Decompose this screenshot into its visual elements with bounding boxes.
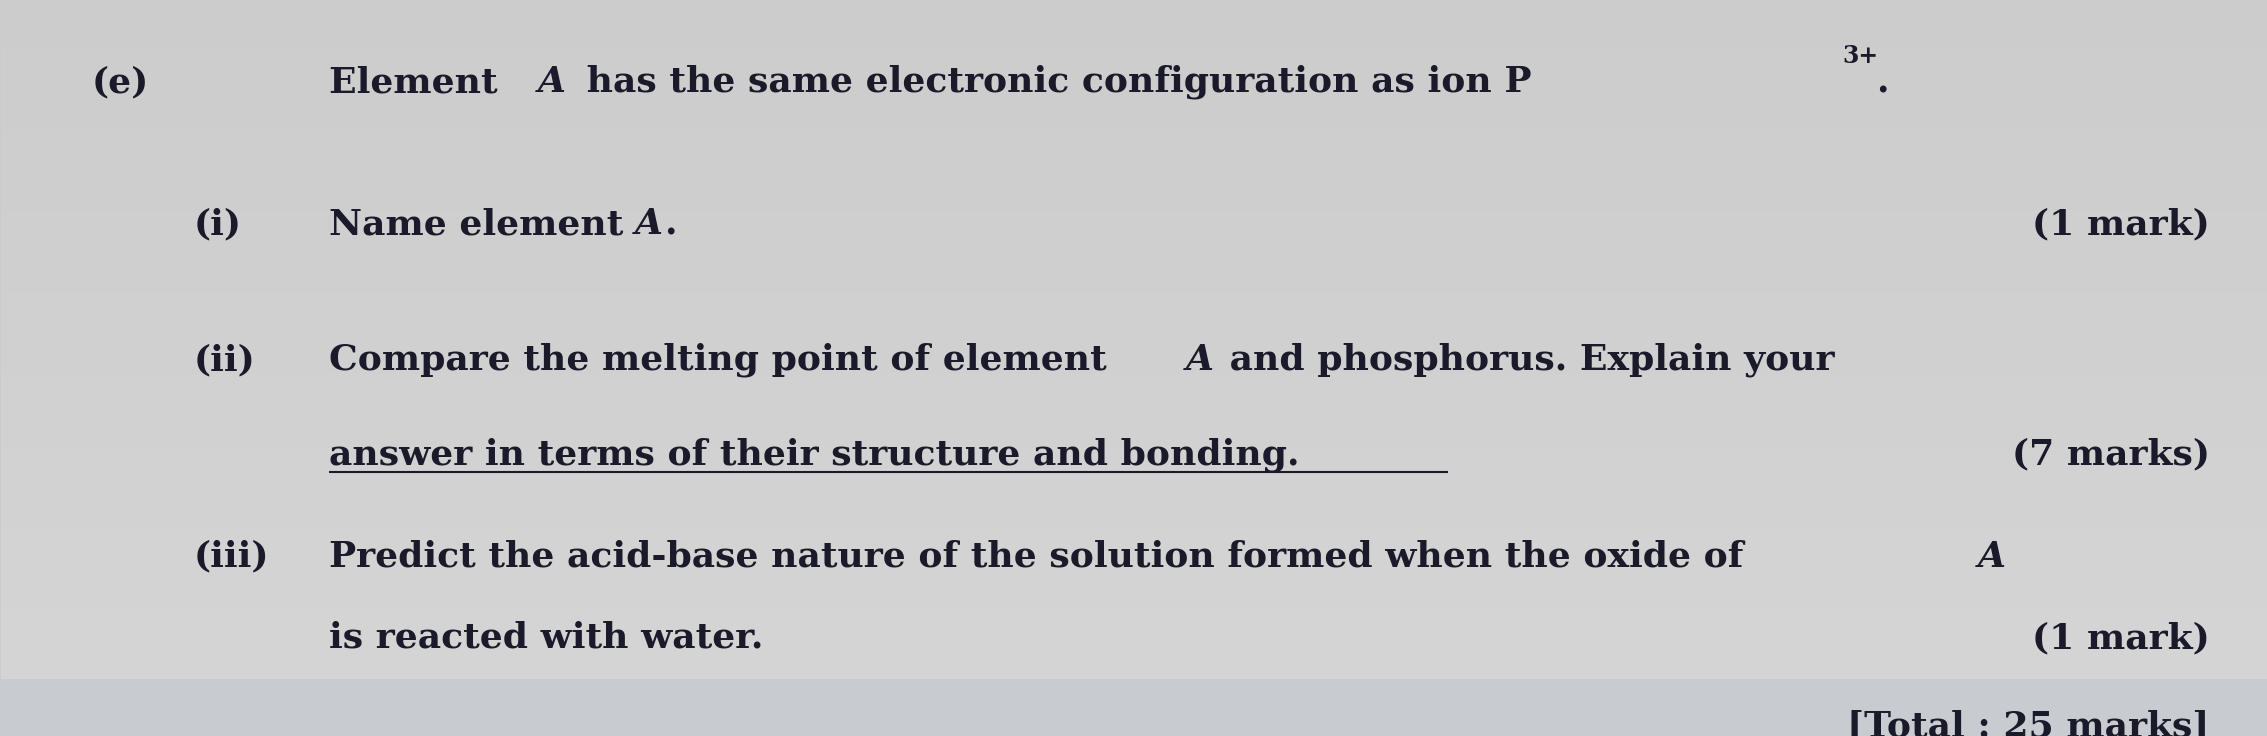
- Text: (i): (i): [193, 208, 240, 241]
- Text: Predict the acid-base nature of the solution formed when the oxide of: Predict the acid-base nature of the solu…: [329, 539, 1757, 573]
- Text: .: .: [1877, 65, 1888, 99]
- Text: A: A: [1186, 343, 1213, 377]
- Text: [Total : 25 marks]: [Total : 25 marks]: [1848, 709, 2210, 736]
- Text: and phosphorus. Explain your: and phosphorus. Explain your: [1217, 343, 1834, 378]
- Text: (7 marks): (7 marks): [2011, 438, 2210, 472]
- Text: (iii): (iii): [193, 539, 270, 573]
- Text: A: A: [1977, 539, 2006, 573]
- Text: A: A: [635, 208, 662, 241]
- Text: has the same electronic configuration as ion P: has the same electronic configuration as…: [574, 65, 1532, 99]
- Text: A: A: [537, 65, 567, 99]
- Text: .: .: [664, 208, 678, 241]
- Text: (1 mark): (1 mark): [2031, 621, 2210, 655]
- Text: (1 mark): (1 mark): [2031, 208, 2210, 241]
- Text: (ii): (ii): [193, 343, 256, 377]
- Text: (e): (e): [91, 65, 150, 99]
- Text: 3+: 3+: [1843, 44, 1879, 68]
- Text: is reacted with water.: is reacted with water.: [329, 621, 764, 655]
- Text: Name element: Name element: [329, 208, 637, 241]
- Text: Compare the melting point of element: Compare the melting point of element: [329, 343, 1120, 378]
- Text: answer in terms of their structure and bonding.: answer in terms of their structure and b…: [329, 438, 1299, 473]
- Text: Element: Element: [329, 65, 510, 99]
